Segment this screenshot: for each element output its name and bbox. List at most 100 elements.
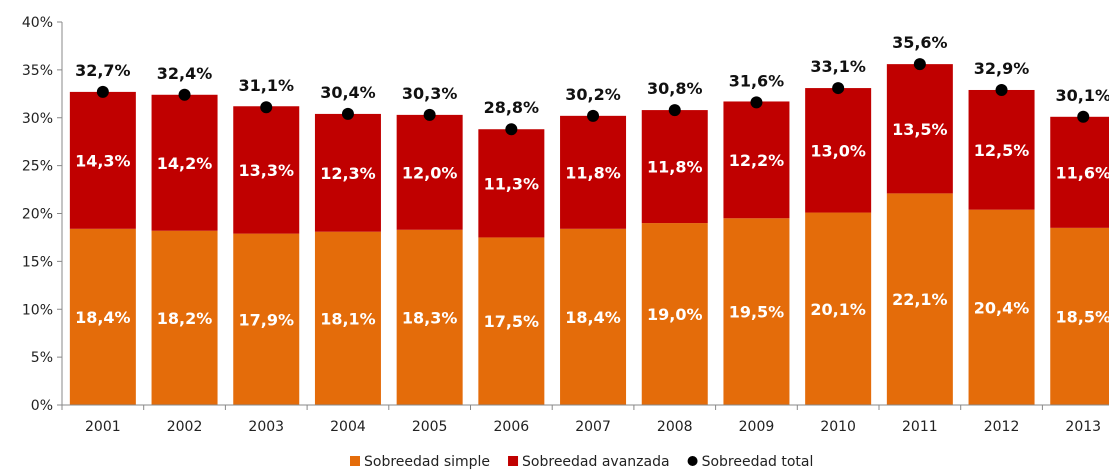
- data-label-avanzada: 13,0%: [810, 141, 866, 160]
- total-label: 32,7%: [75, 61, 131, 80]
- x-tick-label: 2004: [330, 419, 366, 435]
- data-label-simple: 18,5%: [1055, 307, 1109, 326]
- total-label: 30,1%: [1055, 86, 1109, 105]
- bar-sobreedad-simple: [233, 233, 300, 405]
- bar-sobreedad-avanzada: [396, 114, 463, 230]
- y-tick-label: 30%: [22, 111, 53, 127]
- total-point: [750, 96, 763, 109]
- total-point: [668, 104, 681, 117]
- total-point: [1077, 110, 1090, 123]
- data-label-simple: 20,4%: [974, 298, 1030, 317]
- bar-sobreedad-simple: [314, 231, 381, 405]
- x-tick-label: 2012: [984, 419, 1020, 435]
- total-point: [995, 83, 1008, 96]
- total-point: [178, 88, 191, 101]
- legend: Sobreedad simple Sobreedad avanzada Sobree…: [350, 454, 813, 470]
- y-tick-label: 20%: [22, 207, 53, 223]
- total-point: [260, 101, 273, 114]
- legend-marker-avanzada: [508, 456, 519, 466]
- y-tick-label: 25%: [22, 159, 53, 175]
- total-point: [341, 107, 354, 120]
- y-tick-label: 15%: [22, 254, 53, 270]
- total-point: [913, 58, 926, 71]
- x-tick-label: 2007: [575, 419, 611, 435]
- y-tick-label: 5%: [31, 350, 53, 366]
- bar-sobreedad-simple: [396, 229, 463, 405]
- x-tick-label: 2003: [248, 419, 284, 435]
- data-label-avanzada: 12,5%: [974, 141, 1030, 160]
- x-tick-label: 2009: [739, 419, 775, 435]
- bar-sobreedad-simple: [478, 237, 545, 405]
- total-point: [505, 123, 518, 136]
- legend-marker-simple: [350, 456, 360, 466]
- bar-sobreedad-simple: [1050, 227, 1109, 405]
- bars: 18,4% 14,3% 18,2% 14,2% 17,9% 13,3% 18,1% 12,3%…: [69, 64, 1109, 405]
- legend-label: Sobreedad avanzada: [522, 454, 670, 470]
- total-label: 35,6%: [892, 33, 948, 52]
- y-tick-label: 40%: [22, 15, 53, 31]
- bar-sobreedad-avanzada: [886, 64, 953, 194]
- data-label-simple: 19,0%: [647, 305, 703, 324]
- x-tick-label: 2013: [1065, 419, 1101, 435]
- x-tick-label: 2001: [85, 419, 121, 435]
- bar-sobreedad-simple: [805, 212, 872, 405]
- y-tick-label: 35%: [22, 63, 53, 79]
- x-tick-label: 2010: [820, 419, 856, 435]
- bar-sobreedad-avanzada: [641, 110, 708, 224]
- total-point: [587, 109, 600, 122]
- bar-sobreedad-avanzada: [478, 129, 545, 238]
- x-tick-label: 2002: [167, 419, 203, 435]
- x-axis: 2001 2002 2003 2004 2005 2006 2007 2008 2009 2010…: [61, 404, 1109, 435]
- bar-sobreedad-avanzada: [151, 94, 218, 231]
- data-label-avanzada: 12,2%: [729, 151, 785, 170]
- data-label-avanzada: 13,5%: [892, 120, 948, 139]
- total-label: 30,4%: [320, 83, 376, 102]
- data-label-simple: 18,3%: [402, 308, 458, 327]
- bar-sobreedad-simple: [886, 193, 953, 405]
- x-tick-label: 2005: [412, 419, 448, 435]
- data-label-avanzada: 11,8%: [565, 163, 621, 182]
- data-label-avanzada: 12,0%: [402, 163, 458, 182]
- bar-sobreedad-avanzada: [805, 88, 872, 213]
- bar-sobreedad-avanzada: [233, 106, 300, 234]
- bar-sobreedad-simple: [69, 228, 136, 405]
- data-label-simple: 18,2%: [157, 309, 213, 328]
- bar-sobreedad-simple: [641, 223, 708, 405]
- data-label-simple: 19,5%: [729, 303, 785, 322]
- x-tick-label: 2006: [494, 419, 530, 435]
- data-label-simple: 22,1%: [892, 290, 948, 309]
- data-label-simple: 20,1%: [810, 300, 866, 319]
- total-point: [832, 82, 845, 95]
- data-label-simple: 17,9%: [238, 310, 294, 329]
- bar-sobreedad-simple: [723, 218, 790, 405]
- bar-sobreedad-simple: [151, 230, 218, 405]
- y-axis: 0% 5% 10% 15% 20% 25% 30% 35% 40%: [22, 15, 63, 414]
- bar-sobreedad-avanzada: [723, 101, 790, 219]
- bar-sobreedad-avanzada: [314, 113, 381, 232]
- total-label: 31,1%: [238, 76, 294, 95]
- legend-label: Sobreedad total: [702, 454, 814, 470]
- total-label: 31,6%: [729, 71, 785, 90]
- data-label-avanzada: 14,2%: [157, 154, 213, 173]
- bar-sobreedad-simple: [968, 209, 1035, 405]
- data-label-simple: 18,1%: [320, 309, 376, 328]
- y-tick-label: 10%: [22, 302, 53, 318]
- x-tick-label: 2011: [902, 419, 938, 435]
- legend-label: Sobreedad simple: [364, 454, 490, 470]
- total-label: 30,3%: [402, 84, 458, 103]
- total-point: [423, 108, 436, 121]
- total-markers: 32,7% 32,4% 31,1% 30,4% 30,3% 28,8% 30,2% 30,8%…: [75, 33, 1109, 136]
- data-label-simple: 18,4%: [565, 308, 621, 327]
- bar-sobreedad-simple: [560, 228, 627, 405]
- total-label: 30,2%: [565, 85, 621, 104]
- x-tick-label: 2008: [657, 419, 693, 435]
- data-label-simple: 17,5%: [484, 312, 540, 331]
- total-label: 28,8%: [484, 98, 540, 117]
- total-point: [96, 85, 109, 98]
- data-label-avanzada: 11,6%: [1055, 163, 1109, 182]
- total-label: 30,8%: [647, 79, 703, 98]
- data-label-avanzada: 12,3%: [320, 164, 376, 183]
- y-tick-label: 0%: [31, 398, 53, 414]
- total-label: 33,1%: [810, 57, 866, 76]
- data-label-simple: 18,4%: [75, 308, 131, 327]
